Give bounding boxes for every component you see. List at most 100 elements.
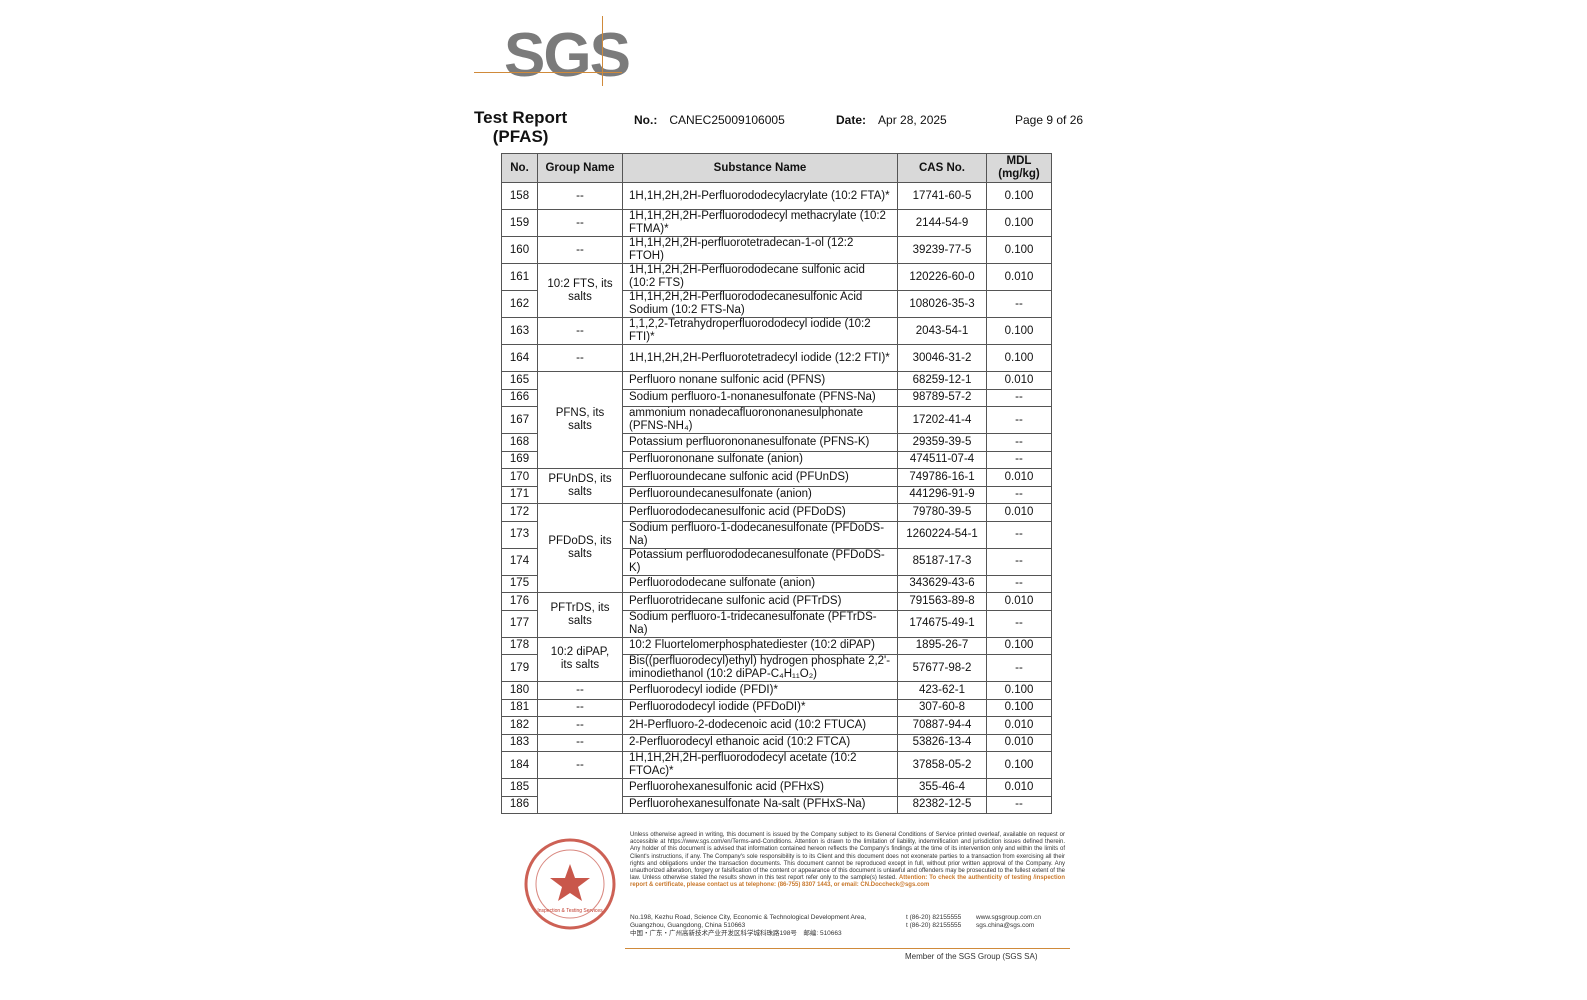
- table-row: 178 10:2 diPAP, its salts 10:2 Fluortelome…: [501, 636, 1052, 682]
- group-name: --: [537, 317, 623, 345]
- mdl-value: --: [986, 574, 1052, 593]
- row-number: 163: [501, 317, 538, 345]
- mdl-value: 0.010: [986, 263, 1052, 291]
- address: No.198, Kezhu Road, Science City, Econom…: [630, 914, 895, 938]
- group-name: --: [537, 344, 623, 372]
- cas-number: 2144-54-9: [897, 209, 987, 237]
- table-row: 159 -- 1H,1H,2H,2H-Perfluorododecyl methac…: [501, 209, 1052, 237]
- mdl-value: --: [986, 406, 1052, 434]
- col-mdl: MDL (mg/kg): [986, 153, 1052, 183]
- mdl-value: 0.100: [986, 344, 1052, 372]
- row-number: 180: [501, 681, 538, 700]
- table-row: 186 Perfluorohexanesulfonate Na-salt (PFH…: [501, 795, 1052, 814]
- cas-number: 57677-98-2: [897, 654, 987, 682]
- mdl-value: 0.100: [986, 317, 1052, 345]
- row-number: 166: [501, 388, 538, 407]
- cas-number: 79780-39-5: [897, 503, 987, 522]
- cas-number: 17202-41-4: [897, 406, 987, 434]
- mdl-value: 0.010: [986, 716, 1052, 735]
- table-row: 172 PFDoDS, its salts Perfluorododecanesul…: [501, 503, 1052, 593]
- row-number: 164: [501, 344, 538, 372]
- substance-name: Perfluoroundecanesulfonate (anion): [622, 485, 898, 504]
- cas-number: 39239-77-5: [897, 236, 987, 264]
- substance-name: 10:2 Fluortelomerphosphatediester (10:2 …: [622, 636, 898, 655]
- address-en: No.198, Kezhu Road, Science City, Econom…: [630, 914, 867, 929]
- mdl-value: 0.010: [986, 592, 1052, 611]
- cas-number: 355-46-4: [897, 778, 987, 797]
- mdl-value: 0.010: [986, 468, 1052, 487]
- report-title: Test Report (PFAS): [474, 108, 567, 146]
- row-number: 174: [501, 547, 538, 576]
- table-row: 185 Perfluorohexanesulfonic acid (PFHxS) 3…: [501, 778, 1052, 814]
- row-number: 179: [501, 654, 538, 682]
- table-row: 168 Potassium perfluorononanesulfonate (P…: [501, 433, 1052, 452]
- row-number: 171: [501, 485, 538, 504]
- footer-line: [625, 948, 1070, 949]
- cas-number: 2043-54-1: [897, 317, 987, 345]
- web-contacts: www.sgsgroup.com.cn sgs.china@sgs.com: [976, 914, 1041, 930]
- row-number: 178: [501, 636, 538, 655]
- group-name: --: [537, 681, 623, 700]
- table-row: 160 -- 1H,1H,2H,2H-perfluorotetradecan-1-o…: [501, 236, 1052, 264]
- group-name: PFNS, its salts: [537, 371, 623, 469]
- mdl-value: --: [986, 290, 1052, 318]
- email-link[interactable]: sgs.china@sgs.com: [976, 922, 1035, 929]
- cas-number: 98789-57-2: [897, 388, 987, 407]
- row-number: 165: [501, 371, 538, 390]
- row-number: 170: [501, 468, 538, 487]
- col-group: Group Name: [537, 153, 623, 183]
- mdl-value: 0.010: [986, 778, 1052, 797]
- substance-name: 1H,1H,2H,2H-Perfluorotetradecyl iodide (…: [622, 344, 898, 372]
- substance-name: 1,1,2,2-Tetrahydroperfluorododecyl iodid…: [622, 317, 898, 345]
- member-text: Member of the SGS Group (SGS SA): [905, 952, 1038, 961]
- substance-name: Perfluorohexanesulfonate Na-salt (PFHxS-…: [622, 795, 898, 814]
- cas-number: 423-62-1: [897, 681, 987, 700]
- date-label: Date:: [836, 113, 867, 127]
- phone: t (86-20) 82155555: [906, 922, 962, 929]
- substance-name: Perfluorodecyl iodide (PFDI)*: [622, 681, 898, 700]
- substance-name: 2-Perfluorodecyl ethanoic acid (10:2 FTC…: [622, 733, 898, 752]
- cas-number: 749786-16-1: [897, 468, 987, 487]
- no-label: No.:: [634, 113, 658, 127]
- row-number: 169: [501, 450, 538, 469]
- mdl-value: --: [986, 433, 1052, 452]
- sgs-logo: SGS: [474, 14, 631, 90]
- cas-number: 53826-13-4: [897, 733, 987, 752]
- cas-number: 1260224-54-1: [897, 520, 987, 549]
- row-number: 177: [501, 609, 538, 638]
- substance-table: No. Group Name Substance Name CAS No. MD…: [501, 153, 1052, 814]
- table-row: 170 PFUnDS, its salts Perfluoroundecane su…: [501, 468, 1052, 504]
- substance-name: Sodium perfluoro-1-tridecanesulfonate (P…: [622, 609, 898, 638]
- table-row: 162 1H,1H,2H,2H-Perfluorododecanesulfonic…: [501, 290, 1052, 318]
- row-number: 186: [501, 795, 538, 814]
- cas-number: 37858-05-2: [897, 751, 987, 779]
- cas-number: 174675-49-1: [897, 609, 987, 638]
- row-number: 183: [501, 733, 538, 752]
- row-number: 168: [501, 433, 538, 452]
- mdl-value: 0.100: [986, 751, 1052, 779]
- group-name: 10:2 FTS, its salts: [537, 263, 623, 318]
- substance-name: 1H,1H,2H,2H-Perfluorododecane sulfonic a…: [622, 263, 898, 291]
- substance-name: 1H,1H,2H,2H-Perfluorododecyl methacrylat…: [622, 209, 898, 237]
- substance-name: Perfluorohexanesulfonic acid (PFHxS): [622, 778, 898, 797]
- mdl-value: --: [986, 388, 1052, 407]
- mdl-value: 0.100: [986, 182, 1052, 210]
- substance-name: Perfluorononane sulfonate (anion): [622, 450, 898, 469]
- website-link[interactable]: www.sgsgroup.com.cn: [976, 914, 1042, 921]
- cas-number: 29359-39-5: [897, 433, 987, 452]
- col-no: No.: [501, 153, 538, 183]
- attention-text: Attention: To check the authenticity of …: [630, 875, 1066, 889]
- substance-name: ammonium nonadecafluorononanesulphonate …: [622, 406, 898, 434]
- mdl-value: --: [986, 609, 1052, 638]
- cas-number: 1895-26-7: [897, 636, 987, 655]
- substance-name: Perfluorotridecane sulfonic acid (PFTrDS…: [622, 592, 898, 611]
- table-row: 173 Sodium perfluoro-1-dodecanesulfonate …: [501, 520, 1052, 549]
- substance-name: Perfluorododecyl iodide (PFDoDI)*: [622, 698, 898, 717]
- mdl-value: 0.100: [986, 698, 1052, 717]
- row-number: 181: [501, 698, 538, 717]
- substance-name: 1H,1H,2H,2H-perfluorotetradecan-1-ol (12…: [622, 236, 898, 264]
- table-row: 166 Sodium perfluoro-1-nonanesulfonate (P…: [501, 388, 1052, 407]
- substance-name: Sodium perfluoro-1-nonanesulfonate (PFNS…: [622, 388, 898, 407]
- legal-notice: Unless otherwise agreed in writing, this…: [630, 832, 1065, 890]
- substance-name: 1H,1H,2H,2H-Perfluorododecanesulfonic Ac…: [622, 290, 898, 318]
